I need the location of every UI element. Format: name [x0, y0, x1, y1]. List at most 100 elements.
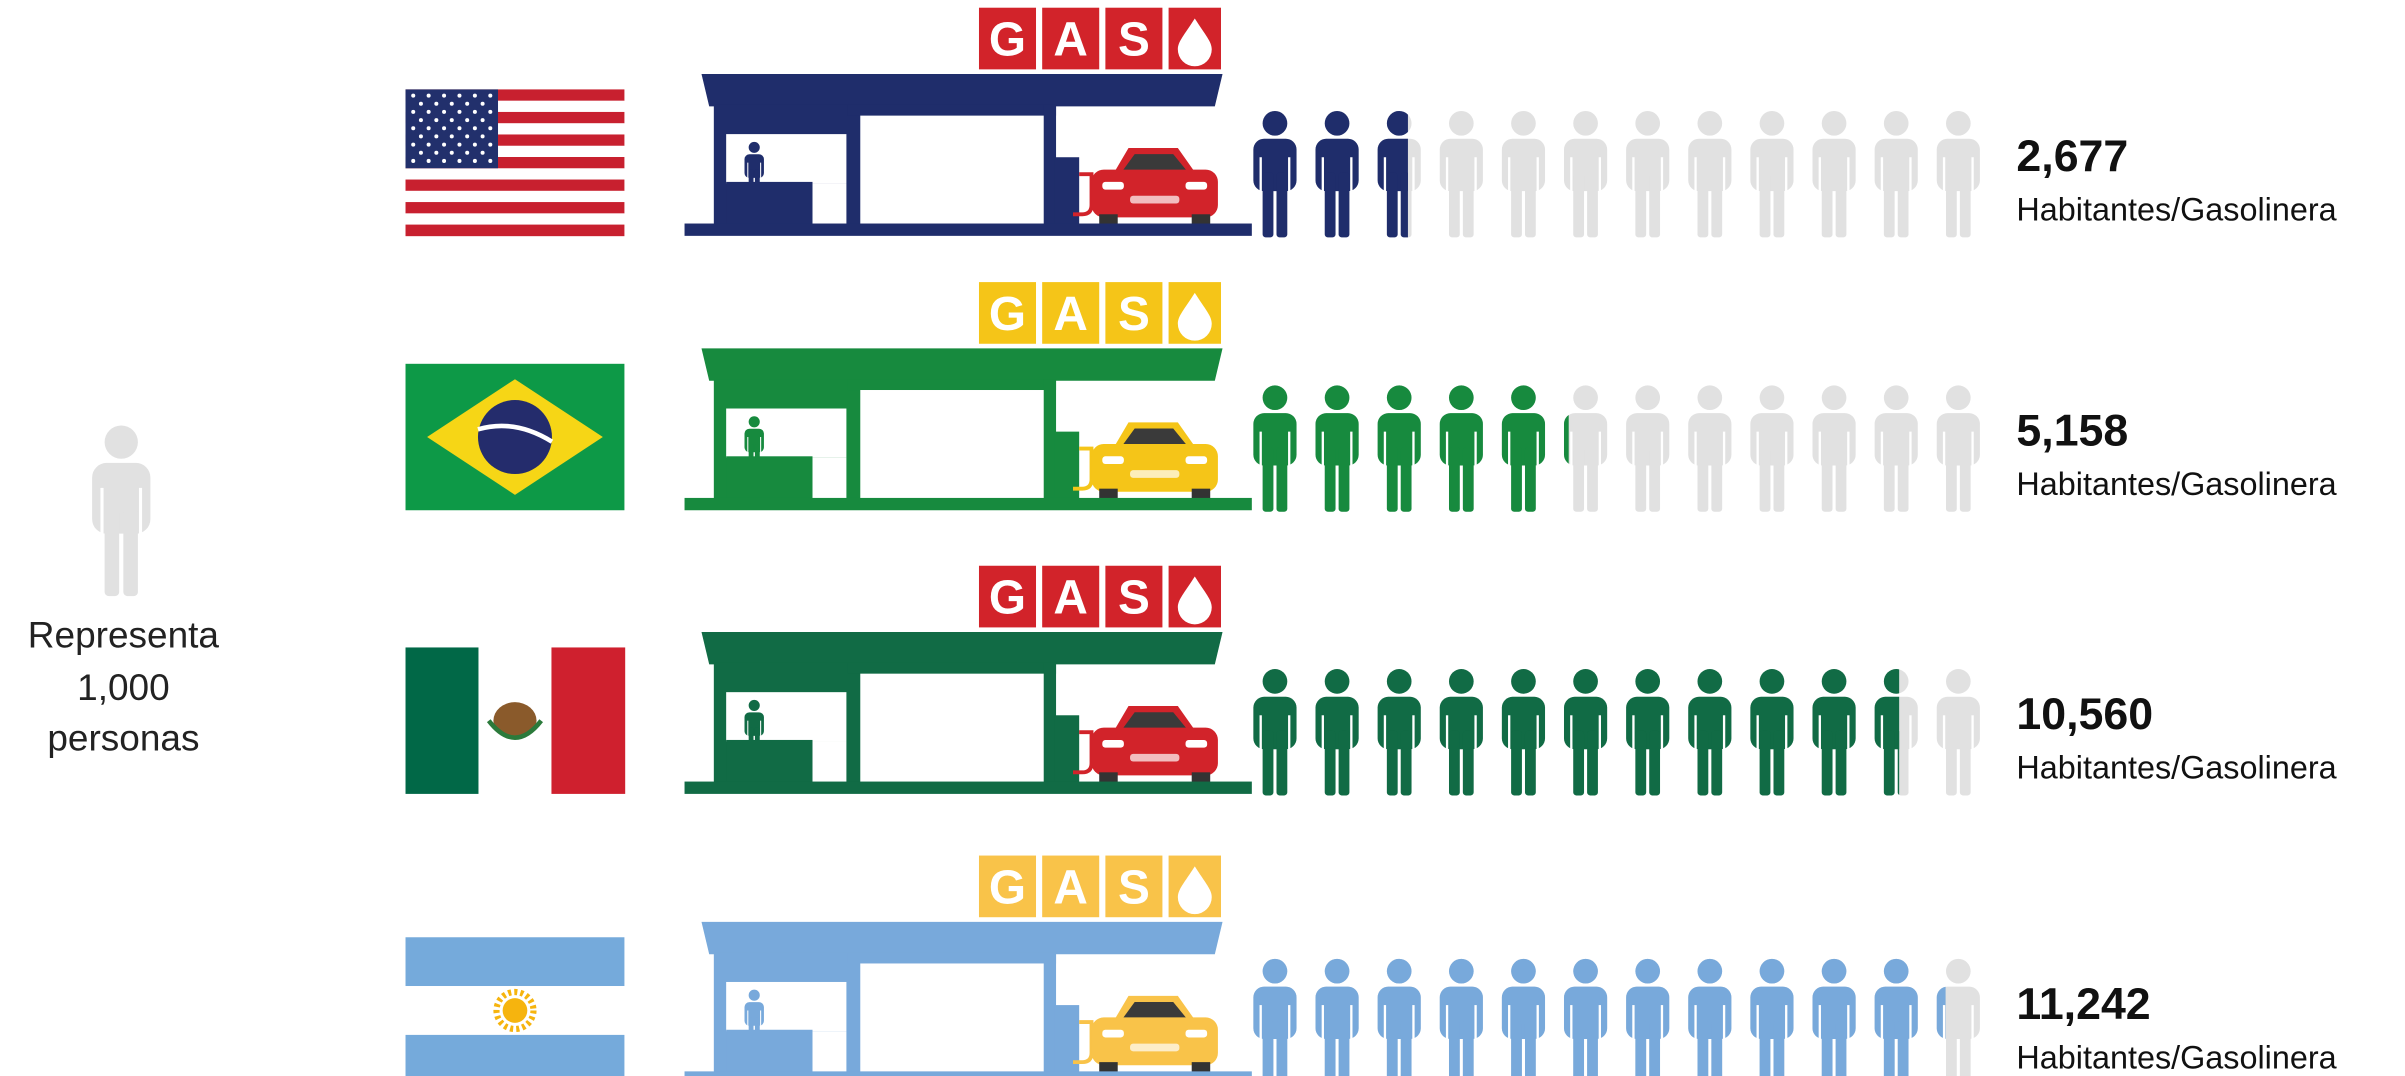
person-leg [1325, 731, 1336, 796]
pump-column [1044, 105, 1056, 225]
person-leg [1946, 1021, 1957, 1076]
person-head [1946, 959, 1971, 984]
person-head [1760, 385, 1785, 410]
person-head [1697, 669, 1722, 694]
person-gap [1599, 432, 1601, 466]
person-fill [1253, 959, 1296, 1076]
flag-top [406, 937, 625, 986]
person-leg [1884, 447, 1895, 512]
person-gap [1260, 432, 1262, 466]
person-head [1511, 385, 1536, 410]
person-leg [1573, 173, 1584, 238]
person-icon [1937, 385, 1980, 511]
person-gap [1384, 1005, 1386, 1039]
value-label: 5,158 [2016, 407, 2128, 456]
person-head [749, 700, 760, 711]
flag [406, 647, 626, 793]
flag-star [481, 134, 485, 138]
person-leg [1760, 731, 1771, 796]
person-leg [1822, 173, 1833, 238]
flag-stripe [406, 191, 625, 203]
person-gap [747, 1010, 748, 1025]
sign-letter: A [1053, 861, 1088, 914]
sign-letter: G [989, 861, 1026, 914]
person-leg [1711, 173, 1722, 238]
person-leg [1960, 447, 1971, 512]
person-fill [1688, 669, 1731, 795]
person-icon [1564, 385, 1607, 511]
person-gap [1632, 432, 1634, 466]
person-gap [1446, 432, 1448, 466]
person-head [1325, 111, 1350, 136]
flag-star [488, 143, 492, 147]
person-head [1573, 959, 1598, 984]
station-base [685, 1071, 1252, 1076]
person-leg [1339, 1021, 1350, 1076]
person-head [1325, 959, 1350, 984]
sign-letter: A [1053, 572, 1088, 625]
car-wheel [1192, 1062, 1210, 1073]
person-head [1387, 385, 1412, 410]
person-fill [1378, 669, 1421, 795]
booth-counter [726, 740, 812, 783]
booth-door [812, 741, 846, 783]
person-gap [1350, 157, 1352, 191]
pump-column [1044, 663, 1056, 783]
person-leg [1511, 173, 1522, 238]
person-gap [1384, 715, 1386, 749]
person-icon [1688, 669, 1731, 795]
person-fill [1315, 111, 1358, 237]
frame-top [848, 379, 1056, 390]
person-gap [1412, 1005, 1414, 1039]
flag-bottom [406, 1035, 625, 1076]
person-leg [1387, 173, 1398, 238]
person-gap [1537, 715, 1539, 749]
person-fill [1750, 669, 1793, 795]
person-leg [1884, 1021, 1895, 1076]
person-icon [1688, 959, 1731, 1076]
legend: Representa 1,000 personas [28, 425, 220, 758]
person-leg [1263, 731, 1274, 796]
person-gap [1661, 157, 1663, 191]
person-leg [1898, 731, 1909, 796]
person-fill [1688, 959, 1731, 1076]
person-leg [1587, 1021, 1598, 1076]
sign-letter: G [989, 288, 1026, 341]
person-gap [1881, 715, 1883, 749]
person-fill [1626, 669, 1669, 795]
person-icon [1378, 959, 1421, 1076]
person-head [1697, 959, 1722, 984]
person-gap [1757, 157, 1759, 191]
person-head [1884, 111, 1909, 136]
person-head [749, 990, 760, 1001]
frame-top [848, 105, 1056, 116]
person-leg [1449, 447, 1460, 512]
person-gap [1723, 157, 1725, 191]
person-head [1822, 385, 1847, 410]
person-head [1325, 385, 1350, 410]
person-gap [1260, 157, 1262, 191]
person-gap [1474, 715, 1476, 749]
sign-letter: G [989, 572, 1026, 625]
person-gap [1288, 1005, 1290, 1039]
person-head [749, 142, 760, 153]
person-head [1760, 959, 1785, 984]
person-icon [1626, 669, 1669, 795]
person-leg [1463, 447, 1474, 512]
person-gap [1881, 432, 1883, 466]
person-leg [1773, 447, 1784, 512]
person-leg [1587, 447, 1598, 512]
person-fill [1502, 669, 1545, 795]
person-gap [1570, 157, 1572, 191]
person-gap [1661, 432, 1663, 466]
flag-star [457, 159, 461, 163]
flag [406, 89, 625, 236]
person-head [1635, 111, 1660, 136]
flag-star [411, 159, 415, 163]
person-gap [1288, 157, 1290, 191]
person-head [1760, 111, 1785, 136]
person-gap [1446, 157, 1448, 191]
person-gap [1599, 157, 1601, 191]
person-leg [1711, 447, 1722, 512]
flag-star [488, 110, 492, 114]
